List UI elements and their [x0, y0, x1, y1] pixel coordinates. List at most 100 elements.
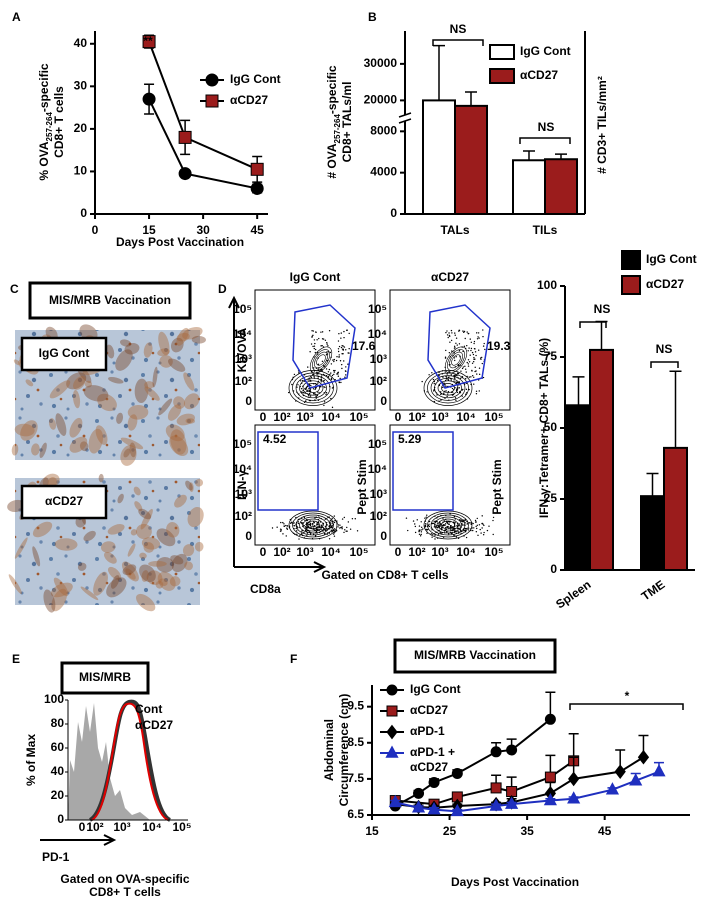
x-axis-label: Days Post Vaccination — [451, 875, 579, 889]
event-dot — [308, 379, 311, 381]
y-tick-label: 75 — [544, 349, 558, 363]
event-dot — [324, 525, 327, 528]
event-dot — [337, 524, 340, 526]
event-dot — [307, 526, 310, 528]
stain-patch — [157, 571, 176, 591]
event-dot — [338, 356, 340, 358]
stain-patch — [168, 358, 186, 372]
marker — [178, 130, 192, 144]
event-dot — [308, 394, 310, 397]
event-dot — [345, 530, 347, 532]
stain-patch — [170, 337, 184, 353]
event-dot — [455, 399, 457, 401]
marker — [544, 771, 556, 783]
contour — [423, 370, 473, 406]
stim-label: Pept Stim — [355, 459, 369, 514]
marker — [489, 798, 503, 811]
contour — [309, 346, 333, 374]
event-dot — [314, 351, 316, 354]
event-dot — [455, 342, 457, 344]
label-box — [20, 484, 108, 520]
title-box — [60, 661, 150, 695]
event-dot — [478, 337, 480, 339]
event-dot — [482, 534, 485, 536]
event-dot — [318, 337, 320, 340]
stain-patch — [134, 378, 149, 404]
contour — [302, 380, 324, 396]
event-dot — [448, 352, 451, 354]
event-dot — [476, 527, 478, 530]
event-dot — [321, 529, 323, 531]
stain-patch — [32, 546, 41, 567]
series-line — [148, 98, 258, 190]
stain-patch — [31, 443, 40, 456]
event-dot — [470, 376, 472, 378]
event-dot — [345, 370, 347, 373]
event-dot — [338, 333, 340, 335]
event-dot — [333, 535, 336, 537]
label-box — [20, 336, 108, 372]
event-dot — [427, 524, 430, 527]
event-dot — [287, 391, 290, 394]
event-dot — [431, 372, 433, 374]
event-dot — [461, 367, 464, 370]
stain-patch — [139, 552, 147, 559]
event-dot — [421, 529, 423, 531]
marker — [142, 35, 156, 49]
event-dot — [471, 362, 474, 364]
legend-label: αPD-1 — [410, 724, 445, 738]
event-dot — [462, 366, 465, 368]
marker — [629, 773, 643, 786]
event-dot — [468, 376, 470, 378]
contour — [295, 514, 331, 536]
event-dot — [343, 330, 345, 333]
event-dot — [339, 524, 341, 526]
stain-patch — [108, 377, 124, 384]
y-tick-label: 30 — [74, 78, 88, 92]
stain-patch — [140, 508, 153, 530]
event-dot — [418, 525, 421, 527]
event-dot — [341, 518, 344, 520]
event-dot — [453, 357, 456, 359]
event-dot — [436, 394, 438, 396]
y-tick-label: 25 — [544, 491, 558, 505]
y-tick-label: 8.5 — [347, 735, 364, 749]
marker — [605, 782, 620, 795]
contour — [306, 520, 320, 530]
event-dot — [405, 517, 408, 519]
event-dot — [449, 341, 451, 343]
stain-patch — [158, 398, 173, 416]
event-dot — [446, 525, 448, 528]
event-dot — [324, 529, 326, 531]
event-dot — [320, 381, 322, 383]
flow-tick-label: 10⁴ — [456, 410, 475, 424]
event-dot — [334, 369, 336, 372]
marker — [490, 782, 502, 794]
stain-patch — [66, 372, 87, 390]
error-bar — [669, 370, 682, 448]
title-box — [28, 281, 192, 320]
event-dot — [317, 368, 319, 370]
event-dot — [313, 339, 316, 341]
bar — [422, 99, 456, 215]
event-dot — [456, 388, 458, 390]
event-dot — [297, 384, 299, 386]
panel-letter: F — [290, 652, 297, 666]
flow-tick-label: 10³ — [370, 352, 387, 366]
event-dot — [444, 356, 447, 358]
panel-title: MIS/MRB — [79, 670, 131, 684]
event-dot — [467, 363, 470, 365]
event-dot — [451, 387, 454, 390]
event-dot — [300, 380, 302, 382]
marker — [178, 167, 192, 181]
y-tick-label: 7.5 — [347, 771, 364, 785]
event-dot — [314, 525, 316, 527]
event-dot — [473, 356, 475, 359]
event-dot — [323, 404, 325, 407]
event-dot — [482, 376, 485, 379]
event-dot — [330, 526, 332, 529]
event-dot — [432, 533, 434, 535]
marker — [543, 792, 557, 806]
event-dot — [468, 361, 471, 363]
gating-note: Gated on OVA-specific — [60, 872, 189, 886]
